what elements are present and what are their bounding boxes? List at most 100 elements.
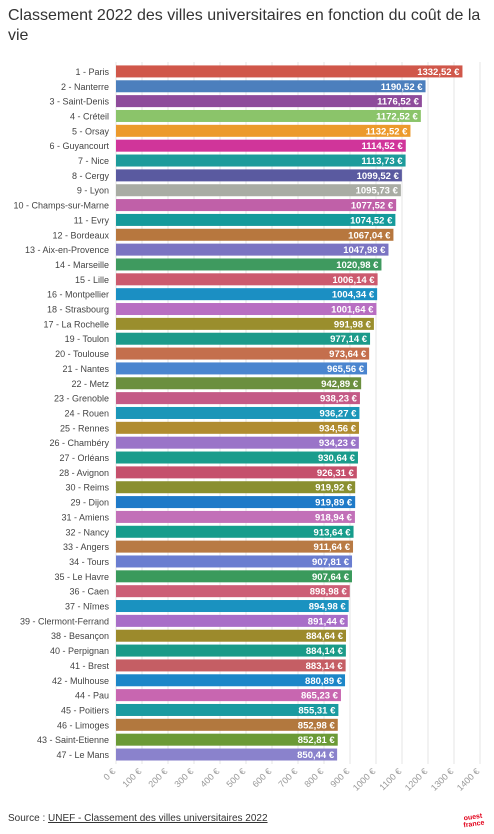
bar-value-label: 911,64 € <box>314 542 351 553</box>
category-label: 30 - Reims <box>65 483 109 493</box>
category-label: 45 - Poitiers <box>61 705 110 715</box>
category-label: 7 - Nice <box>78 156 109 166</box>
bar[interactable] <box>116 540 354 553</box>
bar[interactable] <box>116 139 406 152</box>
bar-value-label: 1114,52 € <box>362 141 404 152</box>
bar[interactable] <box>116 703 339 716</box>
bar[interactable] <box>116 392 360 405</box>
bar[interactable] <box>116 570 352 583</box>
bar[interactable] <box>116 65 463 78</box>
x-tick-label: 1100 € <box>377 766 403 792</box>
bar[interactable] <box>116 228 394 241</box>
bar-value-label: 1099,52 € <box>357 171 400 182</box>
bar-value-label: 852,98 € <box>298 720 336 731</box>
category-label: 21 - Nantes <box>62 364 109 374</box>
category-label: 36 - Caen <box>69 587 109 597</box>
category-label: 14 - Marseille <box>55 260 109 270</box>
bar[interactable] <box>116 600 349 613</box>
category-label: 34 - Tours <box>69 557 109 567</box>
category-label: 31 - Amiens <box>61 512 109 522</box>
bar[interactable] <box>116 406 360 419</box>
bar[interactable] <box>116 689 341 702</box>
bar[interactable] <box>116 555 353 568</box>
bar-value-label: 973,64 € <box>329 349 367 360</box>
category-label: 1 - Paris <box>75 67 109 77</box>
bar[interactable] <box>116 124 411 137</box>
bars: 1332,52 € 1190,52 € 1176,52 € 1172,52 € 1132… <box>116 65 463 761</box>
bar[interactable] <box>116 466 357 479</box>
bar-value-label: 991,98 € <box>334 319 372 330</box>
category-label: 40 - Perpignan <box>50 646 109 656</box>
bar-value-label: 1047,98 € <box>343 245 386 256</box>
bar[interactable] <box>116 199 397 212</box>
bar[interactable] <box>116 496 356 509</box>
bar[interactable] <box>116 674 346 687</box>
bar[interactable] <box>116 95 422 108</box>
bar[interactable] <box>116 481 356 494</box>
bar-value-label: 891,44 € <box>308 616 346 627</box>
bar[interactable] <box>116 184 401 197</box>
category-label: 5 - Orsay <box>72 126 110 136</box>
bar[interactable] <box>116 525 354 538</box>
x-tick-label: 900 € <box>328 766 351 789</box>
category-label: 23 - Grenoble <box>54 394 109 404</box>
bar-value-label: 1006,14 € <box>332 275 375 286</box>
x-tick-label: 1000 € <box>351 766 378 793</box>
bar[interactable] <box>116 718 338 731</box>
bar[interactable] <box>116 629 347 642</box>
category-label: 6 - Guyancourt <box>49 141 109 151</box>
bar[interactable] <box>116 659 346 672</box>
bar[interactable] <box>116 451 358 464</box>
bar[interactable] <box>116 436 359 449</box>
bar-value-label: 1332,52 € <box>417 67 460 78</box>
bar-value-label: 977,14 € <box>330 334 368 345</box>
bar[interactable] <box>116 213 396 226</box>
x-axis: 0 €100 €200 €300 €400 €500 €600 €700 €80… <box>101 766 481 793</box>
bar[interactable] <box>116 421 359 434</box>
bar[interactable] <box>116 362 368 375</box>
category-label: 10 - Champs-sur-Marne <box>13 201 109 211</box>
bar-value-label: 1077,52 € <box>351 201 394 212</box>
category-label: 32 - Nancy <box>65 527 109 537</box>
x-tick-label: 800 € <box>302 766 325 789</box>
bar-value-label: 1074,52 € <box>350 215 393 226</box>
category-label: 15 - Lille <box>75 275 109 285</box>
category-label: 3 - Saint-Denis <box>49 97 109 107</box>
bar-value-label: 907,64 € <box>312 572 350 583</box>
bar[interactable] <box>116 614 348 627</box>
source-link[interactable]: UNEF - Classement des villes universitai… <box>48 813 268 824</box>
category-label: 22 - Metz <box>71 379 109 389</box>
category-label: 44 - Pau <box>75 691 109 701</box>
bar[interactable] <box>116 585 350 598</box>
bar[interactable] <box>116 80 426 93</box>
bar[interactable] <box>116 154 406 167</box>
bar[interactable] <box>116 644 346 657</box>
bar-value-label: 850,44 € <box>297 750 335 761</box>
bar[interactable] <box>116 273 378 286</box>
bar[interactable] <box>116 748 338 761</box>
bar-value-label: 1001,64 € <box>331 305 374 316</box>
bar[interactable] <box>116 347 370 360</box>
bar[interactable] <box>116 377 362 390</box>
bar[interactable] <box>116 243 389 256</box>
bar[interactable] <box>116 303 377 316</box>
bar-value-label: 1004,34 € <box>332 290 375 301</box>
category-label: 17 - La Rochelle <box>43 319 109 329</box>
category-label: 38 - Besançon <box>51 631 109 641</box>
bar[interactable] <box>116 317 374 330</box>
bar[interactable] <box>116 733 338 746</box>
bar[interactable] <box>116 109 421 122</box>
bar[interactable] <box>116 288 378 301</box>
bar[interactable] <box>116 510 355 523</box>
bar[interactable] <box>116 169 402 182</box>
bar[interactable] <box>116 332 371 345</box>
bar-value-label: 894,98 € <box>309 602 347 613</box>
x-tick-label: 200 € <box>146 766 169 789</box>
bar[interactable] <box>116 258 382 271</box>
category-label: 9 - Lyon <box>77 186 109 196</box>
bar-value-label: 852,81 € <box>298 735 336 746</box>
category-label: 28 - Avignon <box>59 468 109 478</box>
x-tick-label: 600 € <box>250 766 273 789</box>
category-label: 26 - Chambéry <box>49 438 109 448</box>
